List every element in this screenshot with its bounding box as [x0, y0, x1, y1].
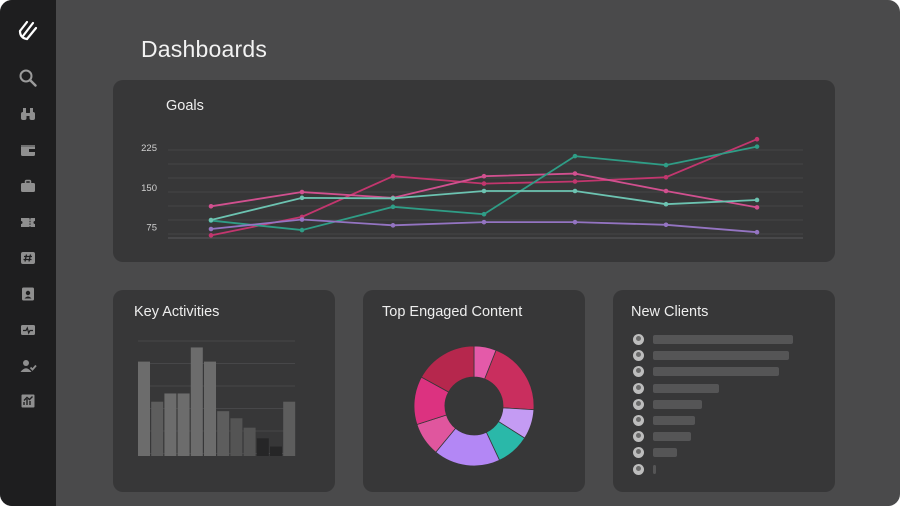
activity-bar [177, 393, 190, 456]
goals-data-point [663, 188, 669, 194]
goals-data-point [572, 188, 578, 194]
activity-bar [270, 446, 282, 456]
goals-data-point [663, 201, 669, 207]
goals-data-point [299, 227, 305, 233]
activity-bar [164, 393, 177, 456]
client-bar [653, 367, 779, 377]
goals-data-point [299, 195, 305, 201]
goals-data-point [754, 229, 760, 235]
page-title: Dashboards [141, 36, 268, 62]
activity-bar [217, 411, 230, 456]
goals-data-point [754, 197, 760, 203]
goals-data-point [390, 223, 396, 228]
goals-data-point [299, 189, 305, 195]
top-engaged-content-title: Top Engaged Content [382, 304, 523, 320]
goals-data-point [208, 204, 214, 209]
key-activities-title: Key Activities [134, 304, 220, 320]
activity-bar [204, 361, 216, 456]
client-avatar [633, 382, 644, 394]
key-activities-bar-chart [138, 340, 296, 456]
activity-bar [230, 418, 243, 456]
new-clients-card: New Clients [613, 290, 835, 492]
client-avatar [633, 463, 644, 475]
report-icon[interactable] [18, 391, 38, 411]
client-bar [653, 399, 702, 409]
client-avatar [633, 431, 644, 443]
activity-bar [190, 347, 203, 456]
client-bar [653, 464, 656, 474]
goals-data-point [663, 174, 669, 180]
client-avatar [633, 334, 644, 345]
wallet-icon[interactable] [18, 140, 38, 160]
client-avatar [633, 415, 644, 426]
goals-data-point [390, 204, 396, 210]
briefcase-icon[interactable] [18, 176, 38, 196]
client-avatar [633, 398, 644, 410]
goals-y-tick-label: 75 [146, 222, 157, 233]
binoculars-icon[interactable] [18, 104, 38, 124]
users-icon[interactable] [18, 356, 38, 376]
client-avatar [633, 447, 644, 459]
goals-title: Goals [166, 98, 204, 114]
client-bar [653, 448, 677, 458]
goals-data-point [481, 181, 487, 186]
goals-data-point [481, 211, 487, 217]
goals-data-point [390, 196, 396, 201]
activity-bar [151, 401, 164, 456]
client-bar [653, 416, 695, 425]
goals-data-point [299, 217, 305, 222]
ticket-icon[interactable] [18, 212, 38, 232]
hashtag-icon[interactable] [18, 248, 38, 268]
top-engaged-content-card: Top Engaged Content [363, 290, 585, 492]
search-icon[interactable] [18, 68, 38, 88]
goals-series-line [210, 145, 758, 231]
goals-data-point [208, 217, 214, 223]
goals-data-point [481, 173, 487, 179]
pulse-icon[interactable] [18, 320, 38, 340]
goals-data-point [663, 222, 669, 228]
top-engaged-donut-chart [413, 345, 535, 467]
activity-bar [283, 401, 296, 456]
client-bar [653, 335, 793, 344]
goals-line-chart: 75 150 225 [141, 136, 803, 239]
activity-bar [138, 361, 150, 456]
goals-data-point [572, 153, 578, 159]
goals-data-point [390, 173, 396, 179]
goals-data-point [572, 219, 578, 225]
client-avatar [633, 366, 644, 378]
new-clients-title: New Clients [631, 304, 709, 320]
activity-bar [256, 438, 269, 456]
client-bar [653, 351, 789, 361]
sidebar [0, 0, 56, 506]
goals-data-point [572, 179, 578, 184]
goals-data-point [208, 226, 214, 232]
goals-y-tick-label: 150 [141, 183, 157, 194]
goals-y-tick-label: 225 [141, 143, 157, 154]
goals-data-point [481, 188, 487, 194]
client-bar [653, 383, 719, 393]
goals-data-point [754, 205, 760, 210]
activity-bar [243, 427, 256, 456]
goals-data-point [754, 136, 760, 142]
goals-data-point [208, 233, 214, 238]
client-bar [653, 432, 691, 442]
app-logo[interactable] [16, 18, 40, 42]
goals-data-point [481, 219, 487, 225]
donut-slice [420, 345, 475, 393]
goals-data-point [754, 144, 760, 149]
goals-data-point [572, 171, 578, 176]
client-avatar [633, 350, 644, 362]
goals-data-point [663, 162, 669, 168]
contact-card-icon[interactable] [18, 284, 38, 304]
goals-card: Goals 75 150 225 [113, 80, 835, 262]
key-activities-card: Key Activities [113, 290, 335, 492]
